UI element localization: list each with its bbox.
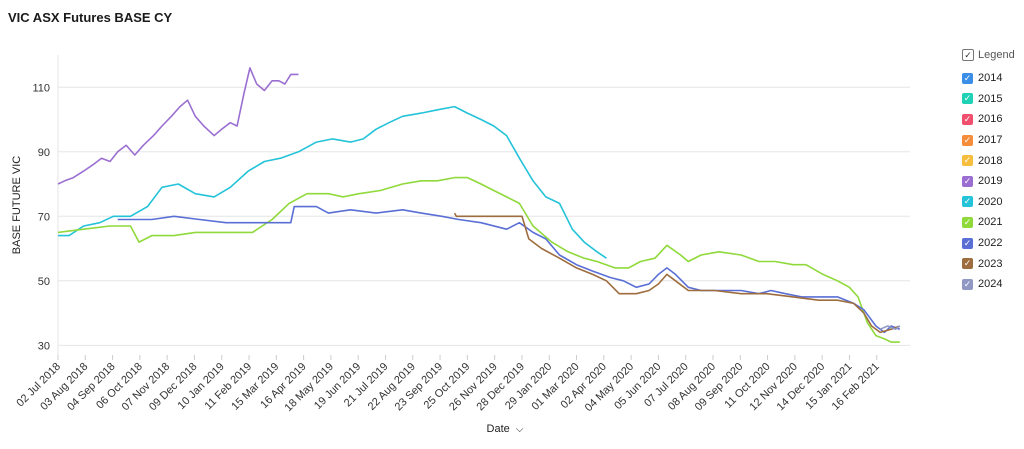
series-line-2019[interactable] bbox=[57, 67, 299, 185]
legend-item-label: 2024 bbox=[978, 278, 1003, 291]
legend-item-2022[interactable]: ✓ 2022 bbox=[962, 233, 1022, 254]
legend-item-label: 2020 bbox=[978, 195, 1003, 208]
legend-item-label: 2022 bbox=[978, 237, 1003, 250]
legend-item-2016[interactable]: ✓ 2016 bbox=[962, 109, 1022, 130]
x-axis-label[interactable]: Date ⌵ bbox=[487, 423, 524, 435]
legend-item-label: 2018 bbox=[978, 154, 1003, 167]
legend-check-icon[interactable]: ✓ bbox=[962, 113, 973, 125]
legend-items: ✓ 2014 ✓ 2015 ✓ 2016 ✓ 2017 ✓ 2018 ✓ 2019 ✓ 2020 ✓ 2021… bbox=[962, 68, 1022, 295]
legend-toggle[interactable]: ✓ Legend bbox=[962, 46, 1022, 64]
legend-item-label: 2023 bbox=[978, 257, 1003, 270]
series-line-2021[interactable] bbox=[57, 176, 900, 343]
legend-item-label: 2021 bbox=[978, 216, 1003, 229]
legend-item-2024[interactable]: ✓ 2024 bbox=[962, 274, 1022, 295]
legend-check-icon[interactable]: ✓ bbox=[962, 258, 973, 270]
y-tick-label: 70 bbox=[38, 211, 50, 223]
chart-title: VIC ASX Futures BASE CY bbox=[8, 10, 173, 25]
legend-item-label: 2017 bbox=[978, 134, 1003, 147]
gridlines bbox=[57, 55, 910, 355]
series-lines bbox=[57, 67, 901, 343]
legend-check-icon[interactable]: ✓ bbox=[962, 237, 973, 249]
legend-item-2023[interactable]: ✓ 2023 bbox=[962, 253, 1022, 274]
y-tick-label: 90 bbox=[38, 147, 50, 159]
y-tick-label: 110 bbox=[32, 82, 50, 94]
legend-item-label: 2019 bbox=[978, 175, 1003, 188]
legend-header-label: Legend bbox=[978, 49, 1015, 61]
y-axis-ticks: 30 50 70 90 110 bbox=[32, 82, 50, 352]
legend-check-icon[interactable]: ✓ bbox=[962, 175, 973, 187]
legend-item-2017[interactable]: ✓ 2017 bbox=[962, 130, 1022, 151]
legend-item-label: 2015 bbox=[978, 92, 1003, 105]
legend-item-label: 2014 bbox=[978, 72, 1003, 85]
legend: ✓ Legend ✓ 2014 ✓ 2015 ✓ 2016 ✓ 2017 ✓ 2018 ✓ 2019 ✓… bbox=[962, 46, 1022, 295]
legend-check-icon[interactable]: ✓ bbox=[962, 134, 973, 146]
legend-check-icon[interactable]: ✓ bbox=[962, 93, 973, 105]
y-axis-label: BASE FUTURE VIC bbox=[11, 156, 23, 254]
legend-check-icon[interactable]: ✓ bbox=[962, 278, 973, 290]
legend-item-label: 2016 bbox=[978, 113, 1003, 126]
legend-item-2021[interactable]: ✓ 2021 bbox=[962, 212, 1022, 233]
legend-item-2014[interactable]: ✓ 2014 bbox=[962, 68, 1022, 89]
series-line-2023[interactable] bbox=[453, 212, 901, 334]
series-line-2022[interactable] bbox=[117, 205, 901, 334]
chevron-down-icon[interactable]: ⌵ bbox=[516, 424, 524, 435]
series-line-2020[interactable] bbox=[58, 105, 607, 259]
legend-check-icon[interactable]: ✓ bbox=[962, 155, 973, 167]
legend-check-icon[interactable]: ✓ bbox=[962, 196, 973, 208]
y-tick-label: 30 bbox=[38, 340, 50, 352]
x-axis-label-text: Date bbox=[487, 423, 510, 435]
series-line-2024[interactable] bbox=[879, 325, 901, 331]
legend-check-icon[interactable]: ✓ bbox=[962, 216, 973, 228]
legend-item-2020[interactable]: ✓ 2020 bbox=[962, 192, 1022, 213]
legend-check-icon[interactable]: ✓ bbox=[962, 72, 973, 84]
legend-item-2019[interactable]: ✓ 2019 bbox=[962, 171, 1022, 192]
legend-item-2015[interactable]: ✓ 2015 bbox=[962, 89, 1022, 110]
y-tick-label: 50 bbox=[38, 276, 50, 288]
legend-item-2018[interactable]: ✓ 2018 bbox=[962, 150, 1022, 171]
legend-checkbox-icon[interactable]: ✓ bbox=[962, 49, 974, 61]
